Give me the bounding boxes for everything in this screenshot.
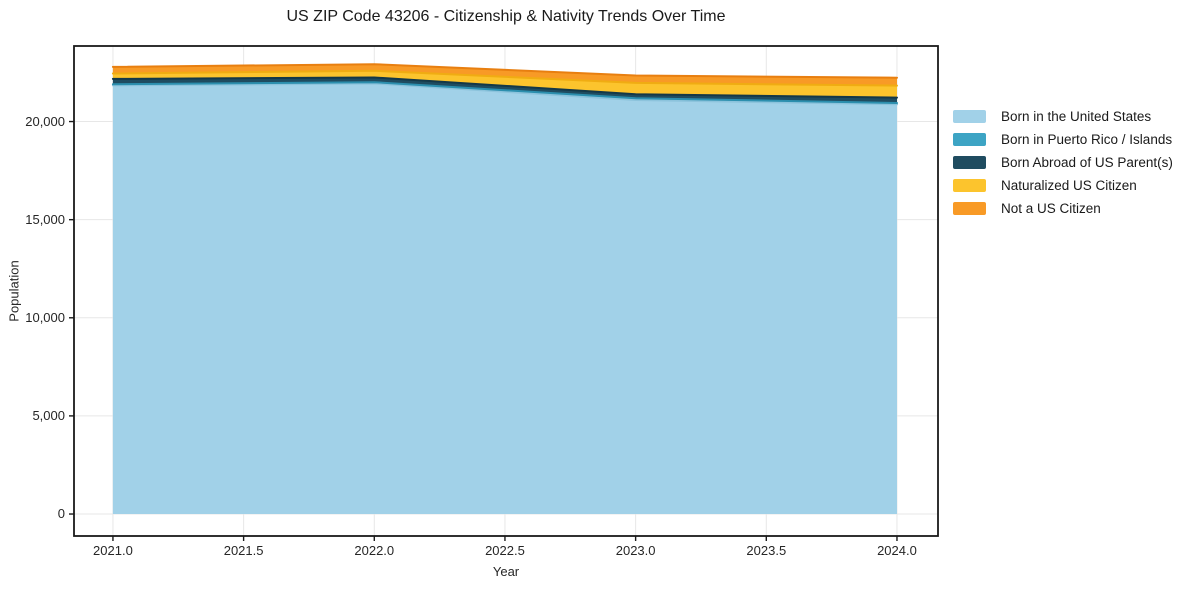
legend-label: Born in Puerto Rico / Islands	[1001, 132, 1173, 147]
band-edge-line	[111, 69, 898, 87]
legend-label: Born Abroad of US Parent(s)	[1001, 155, 1173, 170]
area-band	[112, 77, 897, 103]
legend: Born in the United States Born in Puerto …	[953, 109, 1173, 225]
legend-label: Born in the United States	[1001, 109, 1152, 124]
area-band	[112, 64, 897, 86]
legend-swatch-icon	[953, 133, 986, 146]
x-axis-label: Year	[492, 564, 520, 579]
x-tick-label: 2021.5	[223, 543, 264, 558]
band-edge-line	[111, 81, 898, 104]
legend-swatch-icon	[953, 202, 986, 215]
y-tick-label: 10,000	[25, 309, 65, 325]
y-tick-label: 15,000	[25, 211, 65, 227]
x-tick-label: 2022.5	[485, 543, 525, 558]
legend-entry: Not a US Citizen	[953, 201, 1173, 216]
legend-entry: Born Abroad of US Parent(s)	[953, 155, 1173, 170]
band-edge-line	[111, 82, 898, 106]
legend-label: Not a US Citizen	[1001, 201, 1101, 216]
band-edge-line	[111, 76, 898, 99]
plot-border	[73, 45, 939, 537]
x-tick-label: 2023.0	[615, 543, 656, 558]
legend-entry: Naturalized US Citizen	[953, 178, 1173, 193]
y-tick-label: 20,000	[25, 113, 65, 129]
legend-swatch-icon	[953, 156, 986, 169]
chart-title: US ZIP Code 43206 - Citizenship & Nativi…	[286, 8, 726, 25]
legend-entry: Born in Puerto Rico / Islands	[953, 132, 1173, 147]
legend-entry: Born in the United States	[953, 109, 1173, 124]
x-tick-label: 2021.0	[93, 543, 133, 558]
y-tick-label: 5,000	[32, 407, 65, 423]
y-tick-label: 0	[57, 506, 65, 522]
x-tick-label: 2024.0	[877, 543, 917, 558]
legend-label: Naturalized US Citizen	[1001, 178, 1137, 193]
x-tick-label: 2022.0	[354, 543, 395, 558]
x-tick-label: 2023.5	[746, 543, 787, 558]
band-edge-line	[111, 63, 898, 79]
legend-swatch-icon	[953, 110, 986, 123]
area-band	[112, 83, 897, 514]
legend-swatch-icon	[953, 179, 986, 192]
